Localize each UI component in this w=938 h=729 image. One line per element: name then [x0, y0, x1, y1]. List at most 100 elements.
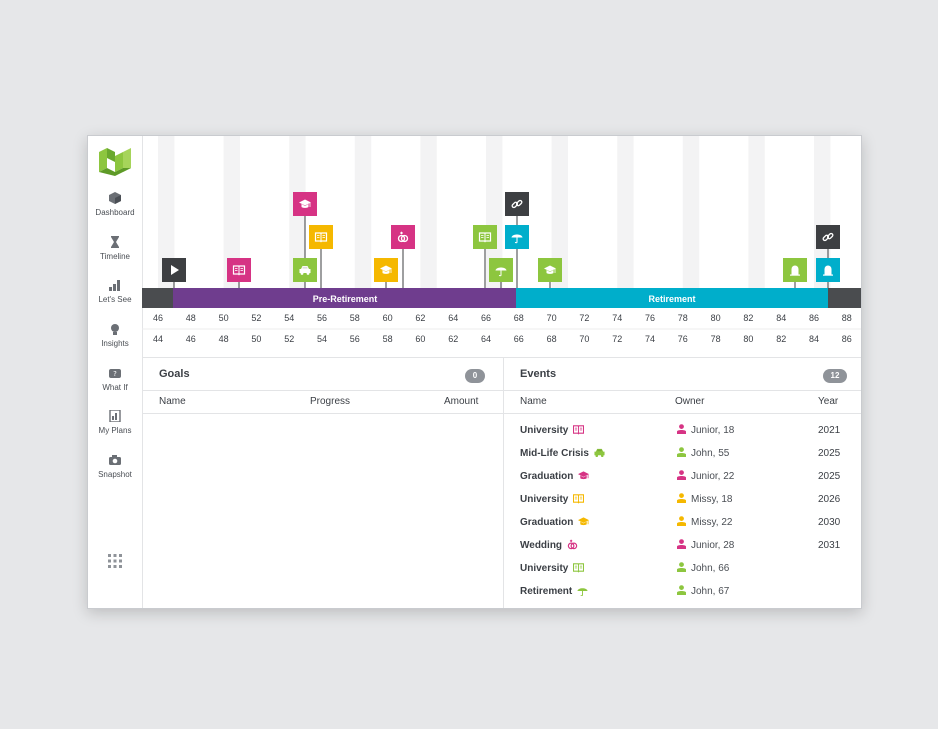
timeline-tail-segment [828, 288, 861, 308]
age-label-row1: 72 [579, 313, 589, 323]
age-label-row2: 52 [284, 334, 294, 344]
nav-insights[interactable]: Insights [88, 323, 142, 348]
age-label-row1: 60 [383, 313, 393, 323]
events-col-name[interactable]: Name [520, 396, 547, 407]
events-col-year[interactable]: Year [818, 396, 839, 407]
event-owner: Missy, 22 [691, 517, 733, 528]
event-year: 2025 [818, 471, 841, 482]
age-label-row2: 76 [678, 334, 688, 344]
event-name: Mid-Life Crisis [520, 448, 589, 459]
person-icon [677, 585, 686, 595]
age-label-row2: 44 [153, 334, 163, 344]
goals-col-amount[interactable]: Amount [444, 396, 479, 407]
phase-bar-retirement[interactable] [516, 288, 828, 308]
what-if-icon: ? [109, 369, 121, 378]
graduation-icon [544, 265, 556, 274]
event-name: University [520, 425, 569, 436]
age-label-row2: 82 [776, 334, 786, 344]
timeline-marker-rings[interactable] [391, 225, 415, 249]
age-label-row1: 58 [350, 313, 360, 323]
nav-dashboard[interactable]: Dashboard [88, 192, 142, 217]
timeline-stripe [551, 136, 568, 288]
goals-count-badge: 0 [465, 369, 485, 383]
goals-col-name[interactable]: Name [159, 396, 186, 407]
age-label-row2: 80 [743, 334, 753, 344]
timeline-marker-play[interactable] [162, 258, 186, 282]
book-icon [478, 232, 492, 243]
timeline-stripe [420, 136, 437, 288]
person-icon [677, 424, 686, 434]
link-icon [511, 199, 523, 209]
event-row[interactable]: Graduation Junior, 22 2025 [503, 467, 861, 490]
nav-lets-see[interactable]: Let's See [88, 279, 142, 304]
play-icon [171, 265, 179, 275]
apps-grid-icon[interactable] [108, 554, 122, 568]
age-label-row1: 78 [678, 313, 688, 323]
timeline-canvas: Pre-Retirement Retirement 46 44 48 46 50 48 52 50… [142, 136, 861, 344]
age-label-row2: 86 [842, 334, 852, 344]
event-row[interactable]: Mid-Life Crisis John, 55 2025 [503, 444, 861, 467]
event-name: Graduation [520, 471, 574, 482]
timeline-marker-link[interactable] [816, 225, 840, 249]
person-icon [677, 493, 686, 503]
timeline-marker-headstone[interactable] [783, 258, 807, 282]
age-label-row1: 70 [547, 313, 557, 323]
nav-snapshot[interactable]: Snapshot [88, 454, 142, 479]
book-icon [573, 494, 584, 504]
age-label-row2: 72 [612, 334, 622, 344]
event-year: 2031 [818, 540, 841, 551]
age-label-row1: 86 [809, 313, 819, 323]
event-row[interactable]: University Junior, 18 2021 [503, 421, 861, 444]
timeline-marker-umbrella[interactable] [489, 258, 513, 282]
age-label-row1: 66 [481, 313, 491, 323]
timeline-marker-graduation[interactable] [538, 258, 562, 282]
events-col-owner[interactable]: Owner [675, 396, 705, 407]
events-count-badge: 12 [823, 369, 847, 383]
age-label-row1: 88 [842, 313, 852, 323]
age-label-row2: 64 [481, 334, 491, 344]
phase-bar-pre-retirement[interactable] [173, 288, 516, 308]
timeline-stripe [158, 136, 175, 288]
age-label-row2: 68 [547, 334, 557, 344]
timeline-lead-segment [142, 288, 173, 308]
nav-timeline[interactable]: Timeline [88, 236, 142, 261]
age-label-row2: 84 [809, 334, 819, 344]
timeline-stripe [354, 136, 372, 288]
graduation-icon [299, 199, 311, 208]
age-label-row1: 62 [415, 313, 425, 323]
timeline-marker-umbrella[interactable] [505, 225, 529, 249]
age-label-row2: 74 [645, 334, 655, 344]
timeline-stripe [617, 136, 634, 288]
timeline-marker-graduation[interactable] [293, 192, 317, 216]
timeline-marker-book[interactable] [227, 258, 251, 282]
event-row[interactable]: Graduation Missy, 22 2030 [503, 513, 861, 536]
event-row[interactable]: University Missy, 18 2026 [503, 490, 861, 513]
nav-what-if[interactable]: ? What If [88, 367, 142, 392]
event-row[interactable]: University John, 66 [503, 559, 861, 582]
headstone-icon [823, 265, 833, 276]
events-title: Events [520, 368, 557, 380]
timeline-marker-car[interactable] [293, 258, 317, 282]
car-icon [594, 448, 605, 457]
person-icon [677, 470, 686, 480]
timeline-marker-link[interactable] [505, 192, 529, 216]
link-icon [822, 232, 834, 242]
phase-label-retirement: Retirement [648, 294, 695, 304]
lightbulb-icon [111, 324, 119, 335]
goals-title: Goals [159, 368, 190, 380]
cube-icon [109, 192, 121, 204]
timeline-marker-book[interactable] [309, 225, 333, 249]
timeline-marker-graduation[interactable] [374, 258, 398, 282]
svg-text:?: ? [113, 370, 117, 378]
timeline-marker-headstone[interactable] [816, 258, 840, 282]
goals-col-progress[interactable]: Progress [310, 396, 351, 407]
age-label-row1: 46 [153, 313, 163, 323]
timeline-marker-book[interactable] [473, 225, 497, 249]
event-owner: John, 66 [691, 563, 730, 574]
nav-my-plans[interactable]: My Plans [88, 410, 142, 435]
event-row[interactable]: Wedding Junior, 28 2031 [503, 536, 861, 559]
graduation-icon [380, 265, 392, 274]
age-label-row2: 54 [317, 334, 327, 344]
book-icon [573, 563, 584, 573]
event-row[interactable]: Retirement John, 67 [503, 582, 861, 605]
